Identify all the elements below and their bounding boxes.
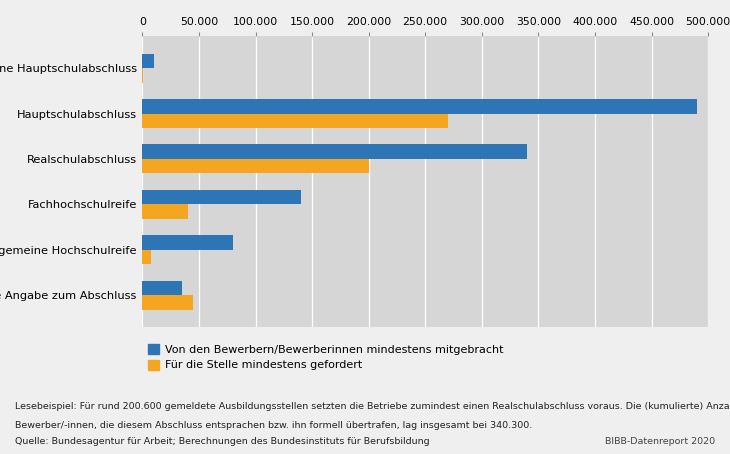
Bar [142, 144, 527, 159]
Bar [142, 54, 153, 68]
Text: BIBB-Datenreport 2020: BIBB-Datenreport 2020 [605, 437, 715, 446]
Bar [142, 281, 182, 295]
Bar [142, 204, 188, 219]
Text: Lesebeispiel: Für rund 200.600 gemeldete Ausbildungsstellen setzten die Betriebe: Lesebeispiel: Für rund 200.600 gemeldete… [15, 402, 730, 411]
Text: Quelle: Bundesagentur für Arbeit; Berechnungen des Bundesinstituts für Berufsbil: Quelle: Bundesagentur für Arbeit; Berech… [15, 437, 429, 446]
Bar [142, 99, 696, 114]
Bar [142, 159, 369, 173]
Bar [142, 295, 193, 310]
Text: Bewerber/-innen, die diesem Abschluss entsprachen bzw. ihn formell übertrafen, l: Bewerber/-innen, die diesem Abschluss en… [15, 421, 532, 430]
Legend: Von den Bewerbern/Bewerberinnen mindestens mitgebracht, Für die Stelle mindesten: Von den Bewerbern/Bewerberinnen mindeste… [148, 344, 503, 370]
Bar [142, 190, 301, 204]
Bar [142, 235, 233, 250]
Bar [142, 250, 151, 264]
Bar [142, 114, 448, 128]
